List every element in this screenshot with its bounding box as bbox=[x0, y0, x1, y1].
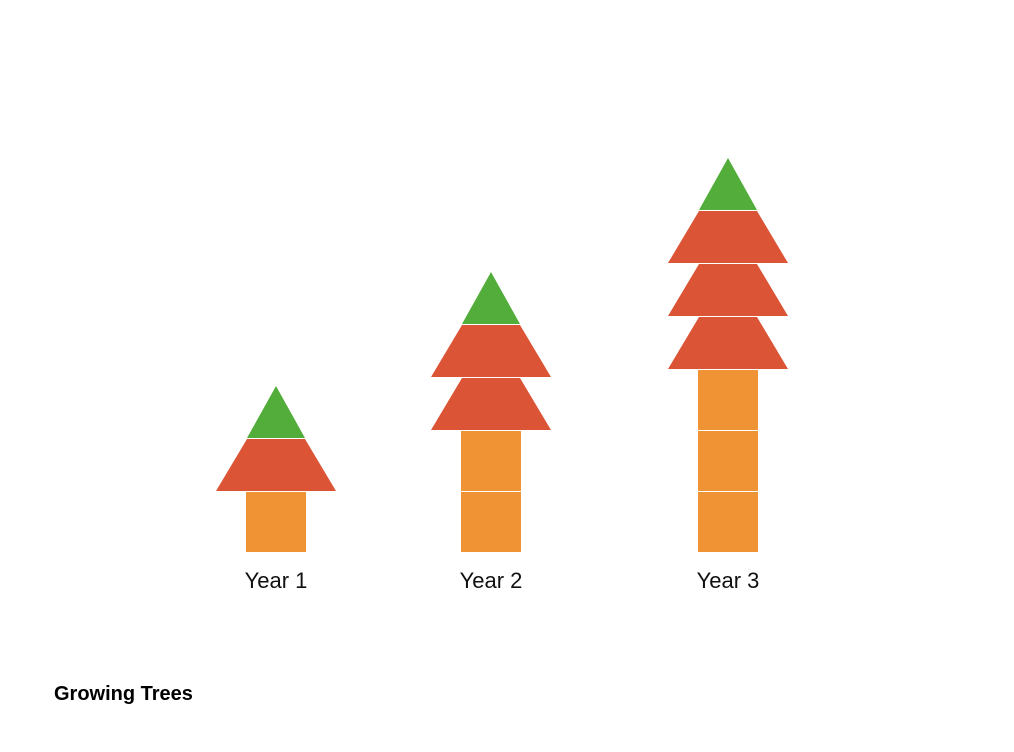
title: Growing Trees bbox=[54, 683, 193, 705]
crown-layer bbox=[431, 325, 551, 377]
trunk-block bbox=[698, 370, 758, 430]
tree-top bbox=[247, 386, 305, 438]
tree-label: Year 1 bbox=[245, 568, 308, 593]
tree-top bbox=[699, 158, 757, 210]
crown-layer bbox=[431, 378, 551, 430]
crown-layer bbox=[668, 211, 788, 263]
crown-layer bbox=[668, 317, 788, 369]
tree-label: Year 2 bbox=[460, 568, 523, 593]
crown-layer bbox=[668, 264, 788, 316]
trunk-block bbox=[461, 492, 521, 552]
trunk-block bbox=[698, 492, 758, 552]
crown-layer bbox=[216, 439, 336, 491]
tree-label: Year 3 bbox=[697, 568, 760, 593]
trunk-block bbox=[246, 492, 306, 552]
trunk-block bbox=[698, 431, 758, 491]
tree-top bbox=[462, 272, 520, 324]
trunk-block bbox=[461, 431, 521, 491]
